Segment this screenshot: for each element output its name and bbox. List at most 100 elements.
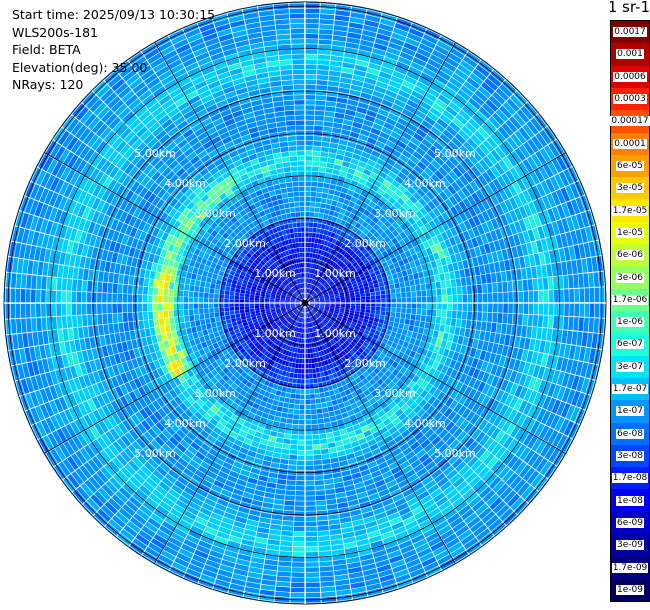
ppi-cell (466, 356, 474, 367)
ppi-cell (384, 220, 392, 228)
ppi-cell (551, 191, 561, 206)
ppi-cell (186, 506, 199, 516)
ppi-cell (287, 475, 296, 481)
ppi-cell (324, 319, 329, 323)
ppi-cell (388, 335, 395, 342)
ppi-cell (222, 517, 235, 525)
ppi-cell (434, 45, 449, 56)
ppi-cell (260, 333, 266, 338)
ppi-cell (441, 211, 450, 222)
ppi-cell (416, 303, 422, 309)
ppi-cell (471, 114, 484, 127)
ppi-cell (211, 461, 222, 471)
ppi-cell (30, 407, 41, 423)
ppi-cell (442, 563, 456, 571)
ppi-cell (495, 446, 507, 459)
ppi-cell (443, 85, 457, 97)
ppi-cell (147, 403, 157, 414)
ppi-cell (364, 217, 372, 224)
ppi-cell (376, 175, 385, 184)
ppi-cell (285, 423, 293, 429)
ppi-cell (581, 378, 590, 394)
ppi-cell (591, 256, 598, 272)
ppi-cell (213, 354, 220, 361)
ppi-cell (537, 366, 546, 380)
ppi-cell (434, 323, 441, 331)
ppi-cell (454, 214, 463, 224)
ppi-cell (318, 271, 323, 277)
ppi-cell (336, 218, 342, 224)
ppi-cell (318, 323, 323, 328)
ppi-cell (320, 151, 329, 158)
ppi-cell (327, 279, 333, 284)
ppi-cell (292, 347, 296, 353)
ppi-cell (308, 306, 313, 310)
ppi-cell (236, 511, 249, 519)
ppi-cell (509, 475, 522, 490)
ppi-cell (542, 396, 552, 410)
ppi-cell (307, 288, 309, 294)
ppi-cell (305, 44, 318, 49)
ppi-cell (265, 323, 271, 328)
ppi-cell (167, 412, 177, 422)
ppi-cell (282, 520, 294, 526)
ppi-cell (337, 364, 343, 371)
ppi-cell (71, 492, 82, 505)
ppi-cell (278, 561, 292, 567)
ppi-cell (373, 204, 382, 212)
ppi-cell (354, 170, 363, 178)
ppi-cell (399, 443, 410, 452)
ppi-cell (370, 292, 376, 296)
ppi-cell (362, 168, 372, 176)
ppi-cell (308, 363, 312, 369)
ppi-cell (495, 389, 505, 402)
ppi-cell (383, 418, 392, 426)
ppi-cell (335, 185, 343, 192)
ppi-cell (311, 166, 319, 172)
ppi-cell (392, 493, 405, 502)
ppi-cell (424, 167, 434, 177)
ppi-cell (428, 386, 437, 395)
ppi-cell (235, 332, 242, 338)
ppi-cell (425, 503, 438, 514)
ppi-cell (122, 419, 133, 432)
ppi-cell (307, 338, 310, 343)
ppi-cell (291, 388, 296, 394)
ppi-cell (292, 419, 299, 425)
ppi-cell (495, 87, 509, 101)
ppi-cell (377, 76, 390, 85)
ppi-cell (370, 306, 376, 311)
ppi-cell (315, 202, 321, 208)
ppi-cell (305, 191, 311, 197)
ppi-cell (496, 504, 510, 518)
ppi-cell (409, 279, 415, 286)
ppi-cell (409, 319, 415, 326)
ppi-cell (386, 303, 391, 308)
ppi-cell (379, 196, 388, 204)
ppi-cell (212, 507, 225, 517)
ppi-cell (531, 437, 543, 452)
ppi-cell (173, 528, 188, 539)
ppi-cell (407, 141, 418, 151)
ppi-cell (336, 326, 342, 332)
ppi-cell (588, 317, 594, 333)
ppi-cell (575, 197, 585, 213)
ppi-cell (350, 158, 359, 166)
ppi-cell (344, 354, 350, 360)
ppi-cell (563, 275, 569, 289)
ppi-cell (128, 429, 139, 441)
ppi-cell (267, 398, 274, 404)
ppi-cell (332, 269, 337, 275)
ppi-cell (177, 415, 187, 425)
ppi-cell (116, 438, 128, 450)
ppi-cell (41, 419, 52, 435)
ppi-cell (472, 368, 481, 379)
ppi-cell (457, 189, 467, 200)
ppi-cell (224, 457, 235, 466)
ppi-cell (416, 265, 423, 273)
ppi-cell (475, 64, 490, 77)
ppi-cell (421, 556, 437, 567)
ppi-cell (442, 332, 449, 341)
ppi-cell (425, 63, 439, 74)
ppi-cell (367, 422, 376, 430)
